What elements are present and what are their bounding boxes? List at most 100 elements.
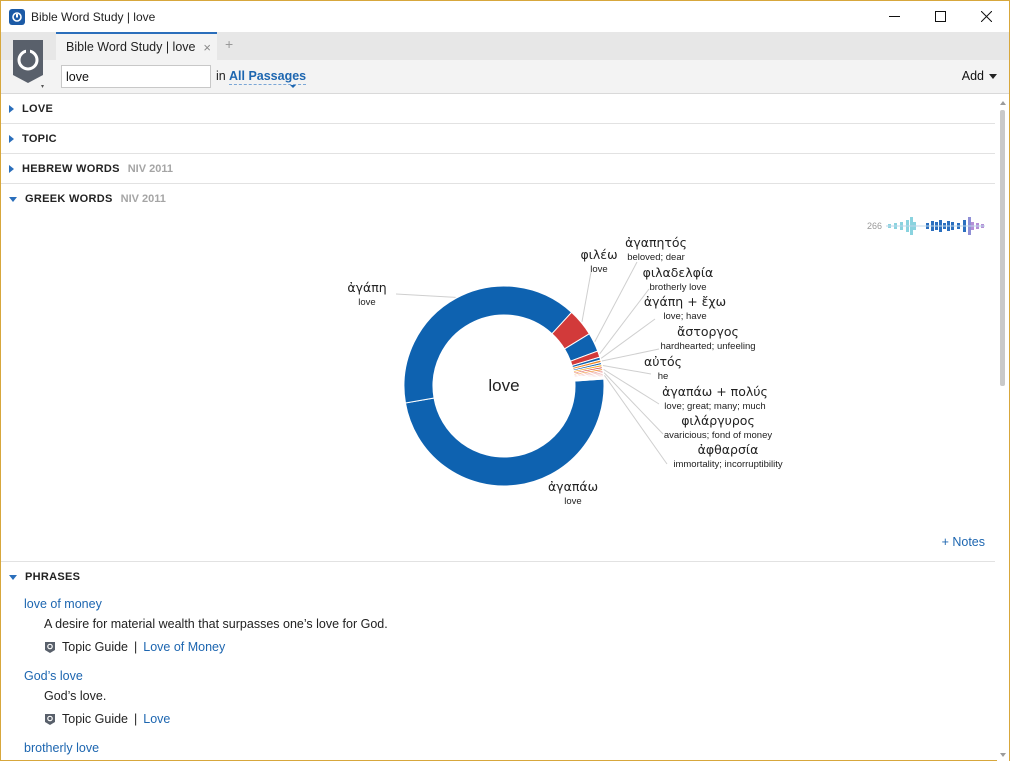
version-label[interactable]: NIV 2011 bbox=[120, 193, 166, 205]
separator: | bbox=[134, 712, 138, 726]
phrase-link[interactable]: brotherly love bbox=[24, 741, 100, 755]
section-title: PHRASES bbox=[25, 571, 81, 583]
logos-menu-button[interactable] bbox=[11, 39, 45, 88]
passages-caret-icon bbox=[290, 85, 296, 88]
leader-line bbox=[600, 318, 656, 359]
leader-line bbox=[602, 364, 652, 375]
slice-word-label[interactable]: φιλάργυρος bbox=[681, 413, 755, 428]
add-button[interactable]: Add bbox=[962, 69, 997, 83]
slice-word-label[interactable]: φιλέω bbox=[580, 247, 617, 262]
slice-gloss-label: immortality; incorruptibility bbox=[673, 459, 783, 470]
slice-word-label[interactable]: ἄστοργος bbox=[677, 324, 739, 339]
slice-gloss-label: love bbox=[590, 264, 607, 275]
leader-line bbox=[601, 348, 660, 362]
maximize-icon bbox=[934, 11, 946, 22]
new-tab-button[interactable]: + bbox=[225, 36, 234, 52]
separator: | bbox=[134, 640, 138, 654]
section-title: HEBREW WORDS bbox=[22, 162, 120, 175]
vertical-scrollbar[interactable] bbox=[997, 94, 1009, 762]
scrollbar-thumb[interactable] bbox=[1000, 110, 1005, 386]
collapse-triangle-icon bbox=[9, 196, 17, 202]
scroll-down-icon[interactable] bbox=[1000, 753, 1006, 757]
slice-gloss-label: he bbox=[658, 371, 669, 382]
slice-gloss-label: brotherly love bbox=[649, 282, 706, 293]
section-phrases-header[interactable]: PHRASES bbox=[1, 562, 995, 592]
section-greek-header[interactable]: GREEK WORDS NIV 2011 bbox=[1, 184, 995, 214]
topic-guide-row: Topic Guide | Love bbox=[44, 712, 170, 726]
section-title: TOPIC bbox=[22, 132, 57, 145]
topic-guide-row: Topic Guide | Love of Money bbox=[44, 640, 225, 654]
slice-word-label[interactable]: φιλαδελφία bbox=[643, 265, 714, 280]
logos-app-icon bbox=[9, 8, 25, 25]
topic-guide-icon bbox=[45, 713, 55, 725]
toolbar: in All Passages Add bbox=[1, 60, 1009, 94]
window-title: Bible Word Study | love bbox=[31, 9, 156, 24]
window-titlebar: Bible Word Study | love bbox=[1, 1, 1009, 32]
section-love-header[interactable]: LOVE bbox=[1, 94, 995, 124]
slice-word-label[interactable]: ἀγαπάω + πολύς bbox=[662, 384, 768, 399]
topic-guide-icon bbox=[45, 641, 55, 653]
section-title: GREEK WORDS bbox=[25, 193, 113, 205]
slice-gloss-label: love; have bbox=[663, 311, 706, 322]
greek-words-chart: 266 love ἀγαπάω love ἀγάπη love φιλέω love ἀγα… bbox=[347, 217, 985, 507]
scroll-up-icon[interactable] bbox=[1000, 101, 1006, 105]
search-input[interactable] bbox=[61, 65, 211, 88]
add-notes-link[interactable]: + Notes bbox=[941, 535, 985, 549]
topic-guide-label: Topic Guide bbox=[62, 712, 129, 726]
topic-guide-label: Topic Guide bbox=[62, 640, 129, 654]
passages-dropdown[interactable]: All Passages bbox=[229, 69, 307, 85]
slice-gloss-label: love; great; many; much bbox=[664, 401, 765, 412]
slice-word-label[interactable]: αὐτός bbox=[644, 354, 682, 369]
content-pane: LOVE TOPIC HEBREW WORDS NIV 2011 GREEK W… bbox=[1, 94, 997, 762]
expand-triangle-icon bbox=[9, 164, 14, 173]
tab-label: Bible Word Study | love bbox=[66, 40, 196, 54]
leader-line bbox=[581, 271, 592, 322]
minimize-button[interactable] bbox=[871, 1, 917, 32]
phrase-link[interactable]: God’s love bbox=[24, 669, 83, 683]
maximize-button[interactable] bbox=[917, 1, 963, 32]
leader-line bbox=[395, 293, 456, 298]
logos-logo-icon bbox=[13, 40, 44, 88]
section-title: LOVE bbox=[22, 102, 54, 115]
expand-triangle-icon bbox=[9, 134, 14, 143]
phrase-description: God’s love. bbox=[44, 689, 107, 703]
slice-word-label[interactable]: ἀγάπη bbox=[347, 280, 386, 295]
slice-word-label[interactable]: ἀγαπητός bbox=[625, 235, 687, 250]
minimize-icon bbox=[888, 16, 900, 17]
in-label: in bbox=[216, 69, 226, 83]
close-window-button[interactable] bbox=[963, 1, 1009, 32]
slice-gloss-label: hardhearted; unfeeling bbox=[660, 341, 755, 352]
section-topic-header[interactable]: TOPIC bbox=[1, 124, 995, 154]
slice-word-label[interactable]: ἀφθαρσία bbox=[698, 442, 759, 457]
tab-bible-word-study[interactable]: Bible Word Study | love × bbox=[56, 32, 217, 60]
leader-line bbox=[603, 368, 660, 405]
chevron-down-icon bbox=[989, 73, 997, 79]
slice-word-label[interactable]: ἀγάπη + ἔχω bbox=[644, 294, 726, 309]
add-label: Add bbox=[961, 69, 984, 83]
topic-guide-link[interactable]: Love of Money bbox=[143, 640, 226, 654]
version-label[interactable]: NIV 2011 bbox=[127, 162, 173, 175]
leader-line bbox=[603, 372, 664, 435]
slice-gloss-label: avaricious; fond of money bbox=[664, 430, 773, 441]
leader-line bbox=[594, 261, 638, 343]
timeline-count: 266 bbox=[867, 221, 882, 231]
section-hebrew-header[interactable]: HEBREW WORDS NIV 2011 bbox=[1, 154, 995, 184]
donut-slice[interactable] bbox=[404, 378, 605, 487]
leader-line bbox=[604, 375, 668, 465]
topic-guide-link[interactable]: Love bbox=[143, 712, 171, 726]
phrase-link[interactable]: love of money bbox=[24, 597, 102, 611]
donut-slice[interactable] bbox=[574, 377, 605, 382]
timeline-sparkline[interactable]: 266 bbox=[867, 217, 985, 235]
leader-line bbox=[599, 288, 650, 355]
expand-triangle-icon bbox=[9, 104, 14, 113]
slice-gloss-label: love bbox=[564, 496, 581, 507]
collapse-triangle-icon bbox=[9, 574, 17, 580]
phrase-description: A desire for material wealth that surpas… bbox=[44, 617, 388, 631]
slice-gloss-label: beloved; dear bbox=[627, 252, 685, 263]
chart-center-label: love bbox=[488, 376, 519, 395]
close-icon bbox=[980, 11, 992, 22]
slice-word-label[interactable]: ἀγαπάω bbox=[548, 479, 598, 494]
tab-close-icon[interactable]: × bbox=[203, 40, 211, 55]
section-divider bbox=[1, 561, 995, 562]
slice-gloss-label: love bbox=[358, 297, 375, 308]
